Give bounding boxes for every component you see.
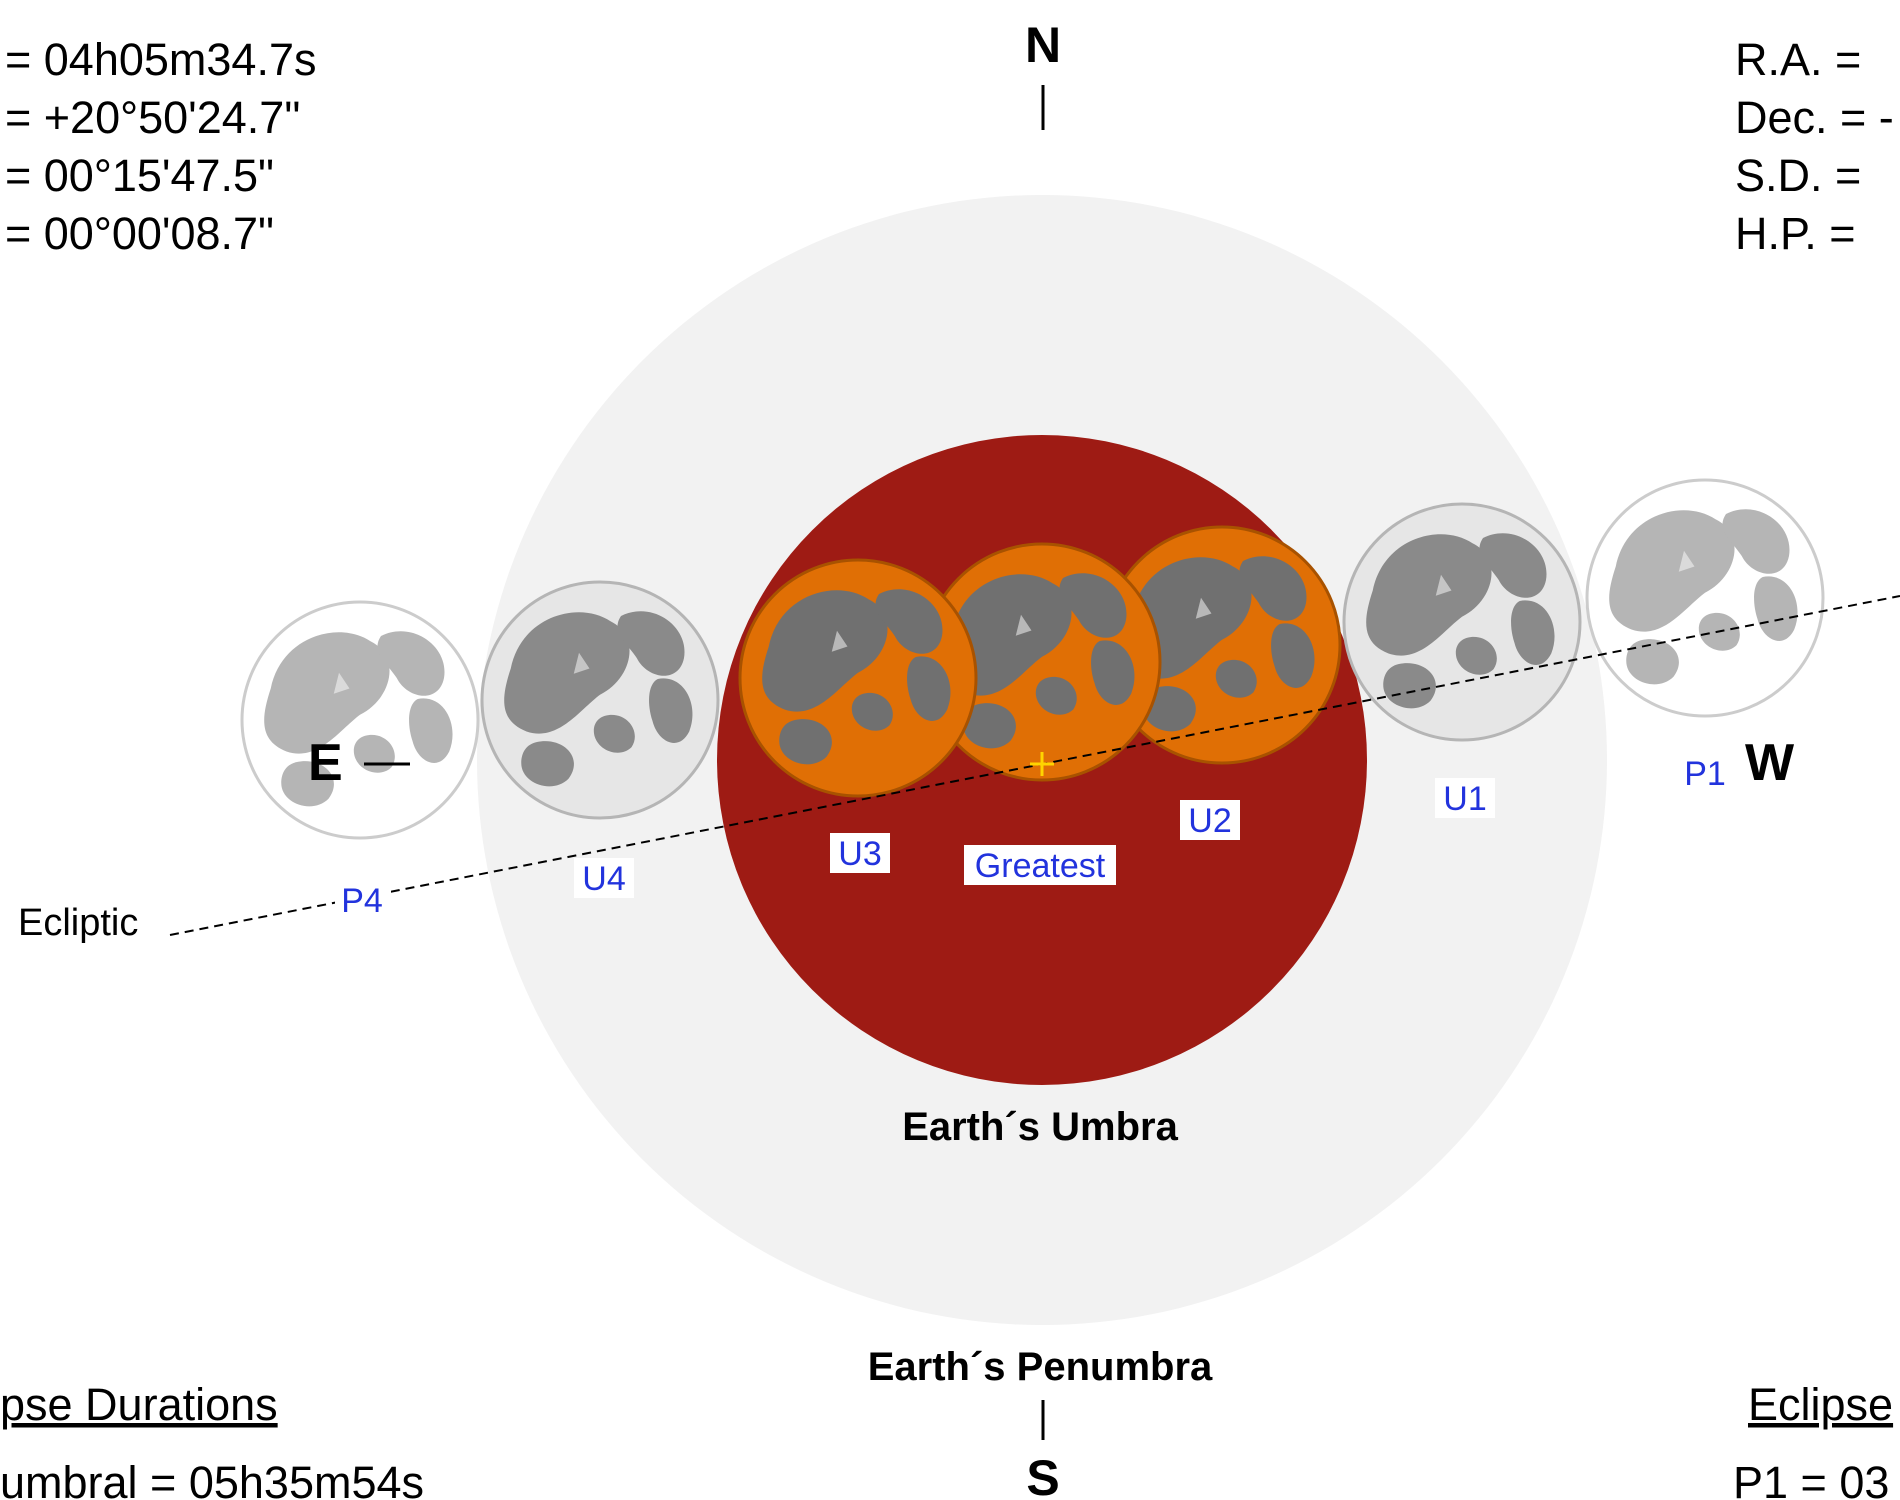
moon-p1	[1585, 478, 1825, 718]
label-u3: U3	[838, 835, 881, 873]
label-greatest: Greatest	[975, 847, 1106, 885]
label-box-u3	[830, 833, 890, 873]
compass-west: W	[1745, 734, 1795, 792]
center-marker	[1030, 752, 1054, 776]
compass-north: N	[1025, 17, 1061, 73]
shadow-coordinates: R.A. = Dec. = - S.D. = H.P. =	[1735, 34, 1894, 259]
compass-east: E	[308, 734, 343, 792]
moon-u1	[1342, 502, 1582, 742]
contact-times-heading: Eclipse	[1748, 1379, 1893, 1430]
moon-u4	[480, 580, 720, 820]
moon-p4	[240, 600, 480, 840]
moon-dec: = +20°50'24.7"	[5, 92, 300, 143]
ecliptic-line	[169, 595, 1900, 936]
label-p4: P4	[341, 882, 383, 920]
umbra-label: Earth´s Umbra	[902, 1105, 1178, 1149]
penumbra-label: Earth´s Penumbra	[868, 1345, 1213, 1389]
moon-ra: = 04h05m34.7s	[5, 34, 316, 85]
label-box-greatest	[964, 845, 1116, 885]
label-box-p4	[335, 880, 391, 920]
contact-time-p1: P1 = 03	[1733, 1457, 1889, 1500]
shadow-dec: Dec. = -	[1735, 92, 1894, 143]
shadow-ra: R.A. =	[1735, 34, 1861, 85]
ecliptic-label: Ecliptic	[18, 902, 138, 944]
label-u2: U2	[1188, 802, 1231, 840]
shadow-sd: S.D. =	[1735, 150, 1861, 201]
penumbral-duration: umbral = 05h35m54s	[0, 1457, 424, 1500]
label-u1: U1	[1443, 780, 1486, 818]
compass-south: S	[1026, 1450, 1059, 1500]
moon-hp: = 00°00'08.7"	[5, 208, 274, 259]
moon-sd: = 00°15'47.5"	[5, 150, 274, 201]
label-p1: P1	[1684, 755, 1726, 793]
moon-coordinates: = 04h05m34.7s = +20°50'24.7" = 00°15'47.…	[5, 34, 316, 259]
shadow-hp: H.P. =	[1735, 208, 1856, 259]
label-box-u4	[574, 858, 634, 898]
label-box-u2	[1180, 800, 1240, 840]
label-box-u1	[1435, 778, 1495, 818]
moon-u3	[738, 558, 978, 798]
label-u4: U4	[582, 860, 625, 898]
durations-heading: pse Durations	[0, 1379, 278, 1430]
